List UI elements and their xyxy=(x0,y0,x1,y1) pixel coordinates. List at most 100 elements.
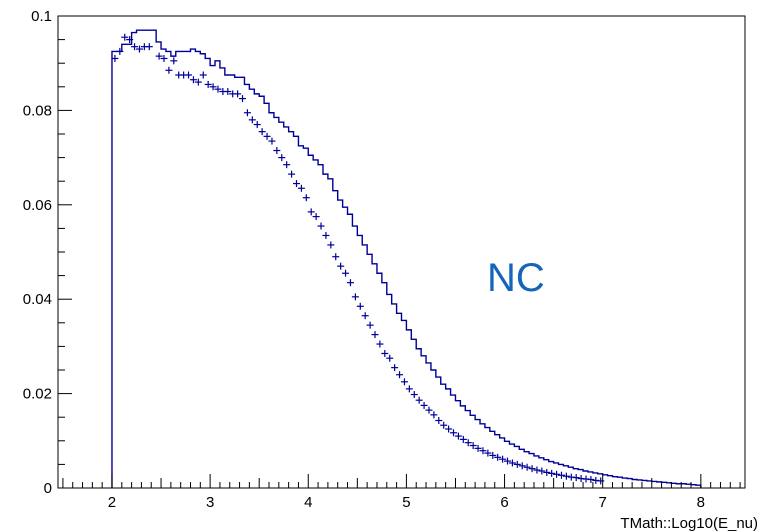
data-point-marker xyxy=(454,432,462,440)
data-point-marker xyxy=(503,457,511,465)
nc-annotation: NC xyxy=(487,256,545,300)
data-point-marker xyxy=(189,76,197,84)
data-point-marker xyxy=(214,85,222,93)
data-point-marker xyxy=(342,269,350,277)
data-point-marker xyxy=(243,109,251,117)
data-point-marker xyxy=(513,460,521,468)
data-point-marker xyxy=(322,231,330,239)
data-point-marker xyxy=(155,52,163,60)
data-point-marker xyxy=(268,137,276,145)
data-point-marker xyxy=(405,385,413,393)
data-point-marker xyxy=(327,241,335,249)
data-point-marker xyxy=(283,161,291,169)
data-point-marker xyxy=(209,83,217,91)
data-point-marker xyxy=(469,442,477,450)
data-point-marker xyxy=(400,378,408,386)
data-point-marker xyxy=(131,43,139,51)
data-point-marker xyxy=(450,429,458,437)
data-point-marker xyxy=(194,78,202,86)
data-point-marker xyxy=(239,95,247,103)
data-point-marker xyxy=(459,435,467,443)
x-tick-label: 5 xyxy=(402,494,410,511)
y-tick-label: 0 xyxy=(44,480,52,497)
data-point-marker xyxy=(396,371,404,379)
data-point-marker xyxy=(518,462,526,470)
data-point-marker xyxy=(145,43,153,51)
data-point-marker xyxy=(332,253,340,261)
data-point-marker xyxy=(248,116,256,124)
data-point-marker xyxy=(356,302,364,310)
data-point-marker xyxy=(587,476,595,484)
data-point-marker xyxy=(391,364,399,372)
y-tick-label: 0.04 xyxy=(23,291,52,308)
data-point-marker xyxy=(224,88,232,96)
data-point-marker xyxy=(278,154,286,162)
data-point-marker xyxy=(533,466,541,474)
data-point-marker xyxy=(346,279,354,287)
data-point-marker xyxy=(302,194,310,202)
series-layer xyxy=(111,29,702,488)
data-point-marker xyxy=(538,467,546,475)
data-point-marker xyxy=(116,47,124,55)
x-tick-label: 8 xyxy=(697,494,705,511)
y-tick-label: 0.1 xyxy=(31,8,52,25)
y-tick-label: 0.08 xyxy=(23,102,52,119)
data-point-marker xyxy=(234,90,242,98)
data-point-marker xyxy=(204,80,212,88)
x-tick-label: 2 xyxy=(108,494,116,511)
data-point-marker xyxy=(258,128,266,136)
y-tick-label: 0.06 xyxy=(23,197,52,214)
data-point-marker xyxy=(160,54,168,62)
data-point-marker xyxy=(440,421,448,429)
data-point-marker xyxy=(376,340,384,348)
data-point-marker xyxy=(121,33,129,41)
data-point-marker xyxy=(415,396,423,404)
data-point-marker xyxy=(464,439,472,447)
data-point-marker xyxy=(253,121,261,129)
data-point-marker xyxy=(165,66,173,74)
data-point-marker xyxy=(557,471,565,479)
x-axis-ticks: 2 3 4 5 6 7 8 xyxy=(62,474,741,511)
data-point-marker xyxy=(435,417,443,425)
data-point-marker xyxy=(474,444,482,452)
data-point-marker xyxy=(381,349,389,357)
data-point-marker xyxy=(288,170,296,178)
x-axis-label: TMath::Log10(E_nu) xyxy=(620,515,758,532)
data-point-marker xyxy=(523,463,531,471)
data-point-marker xyxy=(572,474,580,482)
data-point-marker xyxy=(366,321,374,329)
data-point-marker xyxy=(479,447,487,455)
x-tick-label: 6 xyxy=(500,494,508,511)
data-point-marker xyxy=(371,331,379,339)
y-tick-label: 0.02 xyxy=(23,386,52,403)
data-point-marker xyxy=(307,208,315,216)
data-point-marker xyxy=(297,184,305,192)
data-point-marker xyxy=(273,147,281,155)
data-point-marker xyxy=(111,54,119,62)
data-point-marker xyxy=(489,451,497,459)
data-point-marker xyxy=(420,401,428,409)
data-point-marker xyxy=(337,262,345,270)
data-point-marker xyxy=(430,411,438,419)
data-point-marker xyxy=(562,472,570,480)
data-point-marker xyxy=(351,293,359,301)
data-point-marker xyxy=(292,180,300,188)
data-point-marker xyxy=(543,468,551,476)
data-point-marker xyxy=(185,71,193,79)
data-point-marker xyxy=(445,425,453,433)
data-point-marker xyxy=(484,449,492,457)
data-point-marker xyxy=(499,455,507,463)
data-point-marker xyxy=(263,132,271,140)
data-point-marker xyxy=(553,470,561,478)
x-tick-label: 7 xyxy=(599,494,607,511)
data-point-marker xyxy=(528,465,536,473)
plot-area xyxy=(111,29,702,488)
data-point-marker xyxy=(548,469,556,477)
data-point-marker xyxy=(361,312,369,320)
x-tick-label: 4 xyxy=(304,494,312,511)
data-point-marker xyxy=(199,71,207,79)
x-tick-label: 3 xyxy=(206,494,214,511)
histogram-step-line xyxy=(111,29,702,488)
data-point-marker xyxy=(386,354,394,362)
data-point-marker xyxy=(317,222,325,230)
